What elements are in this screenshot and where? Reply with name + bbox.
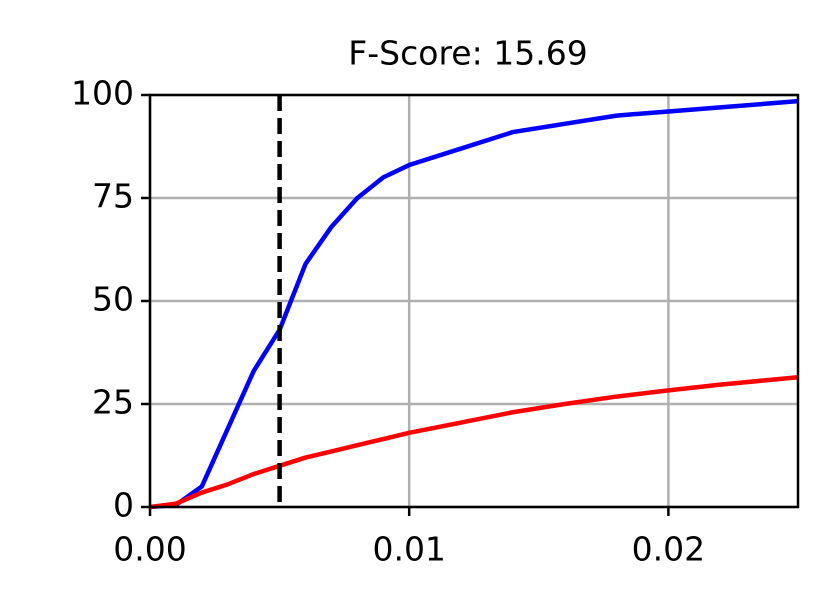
- x-tick-label: 0.00: [113, 530, 186, 569]
- chart-title: F-Score: 15.69: [348, 34, 587, 73]
- x-tick-label: 0.01: [372, 530, 445, 569]
- y-tick-label: 0: [113, 486, 134, 525]
- x-tick-label: 0.02: [632, 530, 705, 569]
- y-tick-label: 25: [92, 383, 134, 422]
- plot-frame: [148, 93, 800, 509]
- y-tick-label: 100: [71, 74, 134, 113]
- y-tick-label: 75: [92, 177, 134, 216]
- line-series: [149, 98, 799, 510]
- line-series: [149, 374, 799, 510]
- y-tick-label: 50: [92, 280, 134, 319]
